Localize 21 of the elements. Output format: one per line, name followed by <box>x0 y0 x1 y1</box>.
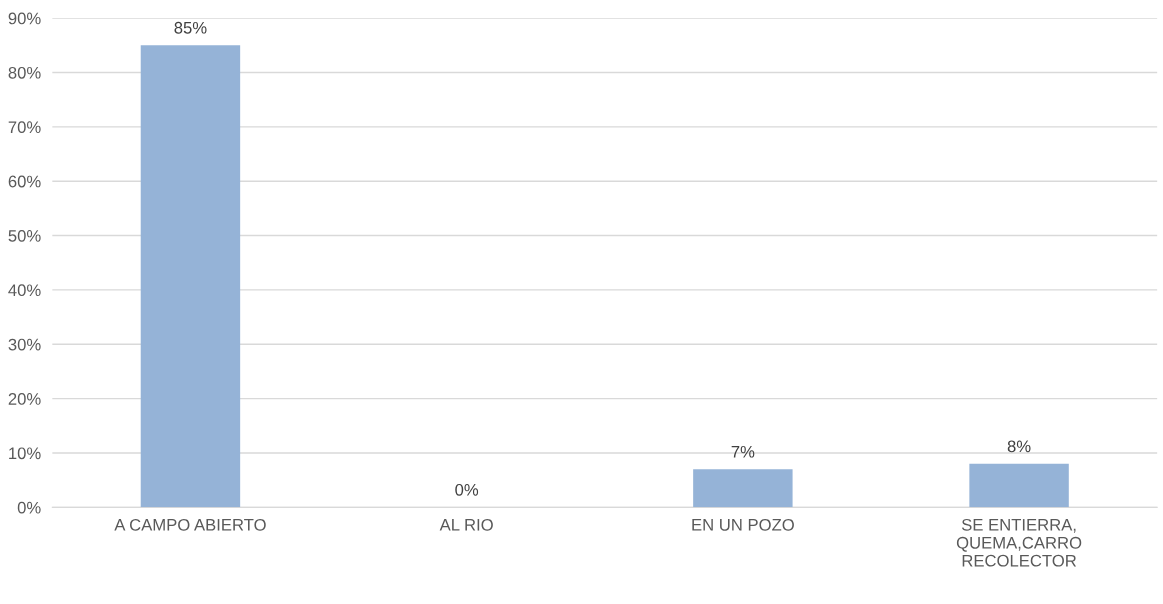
y-tick-label: 90% <box>8 12 41 25</box>
bar <box>969 463 1069 508</box>
y-tick-label: 10% <box>9 447 41 460</box>
data-label: 8% <box>1007 440 1031 453</box>
y-tick-label: 60% <box>8 175 41 188</box>
bar <box>140 45 241 508</box>
y-tick-label: 50% <box>8 229 41 242</box>
x-tick-label: SE ENTIERRA, QUEMA,CARRO RECOLECTOR <box>956 518 1082 567</box>
x-tick-label: A CAMPO ABIERTO <box>114 518 266 531</box>
y-tick-label: 80% <box>8 66 41 79</box>
x-tick-label: AL RIO <box>439 518 493 531</box>
y-tick-label: 40% <box>8 284 41 297</box>
y-tick-label: 0% <box>17 501 41 514</box>
data-label: 7% <box>731 445 755 458</box>
data-label: 85% <box>174 21 207 34</box>
data-label: 0% <box>455 483 479 496</box>
x-tick-label: EN UN POZO <box>692 518 794 531</box>
y-tick-label: 20% <box>8 393 41 405</box>
y-tick-label: 30% <box>8 338 41 351</box>
y-tick-label: 70% <box>8 121 41 134</box>
bar <box>693 469 793 508</box>
